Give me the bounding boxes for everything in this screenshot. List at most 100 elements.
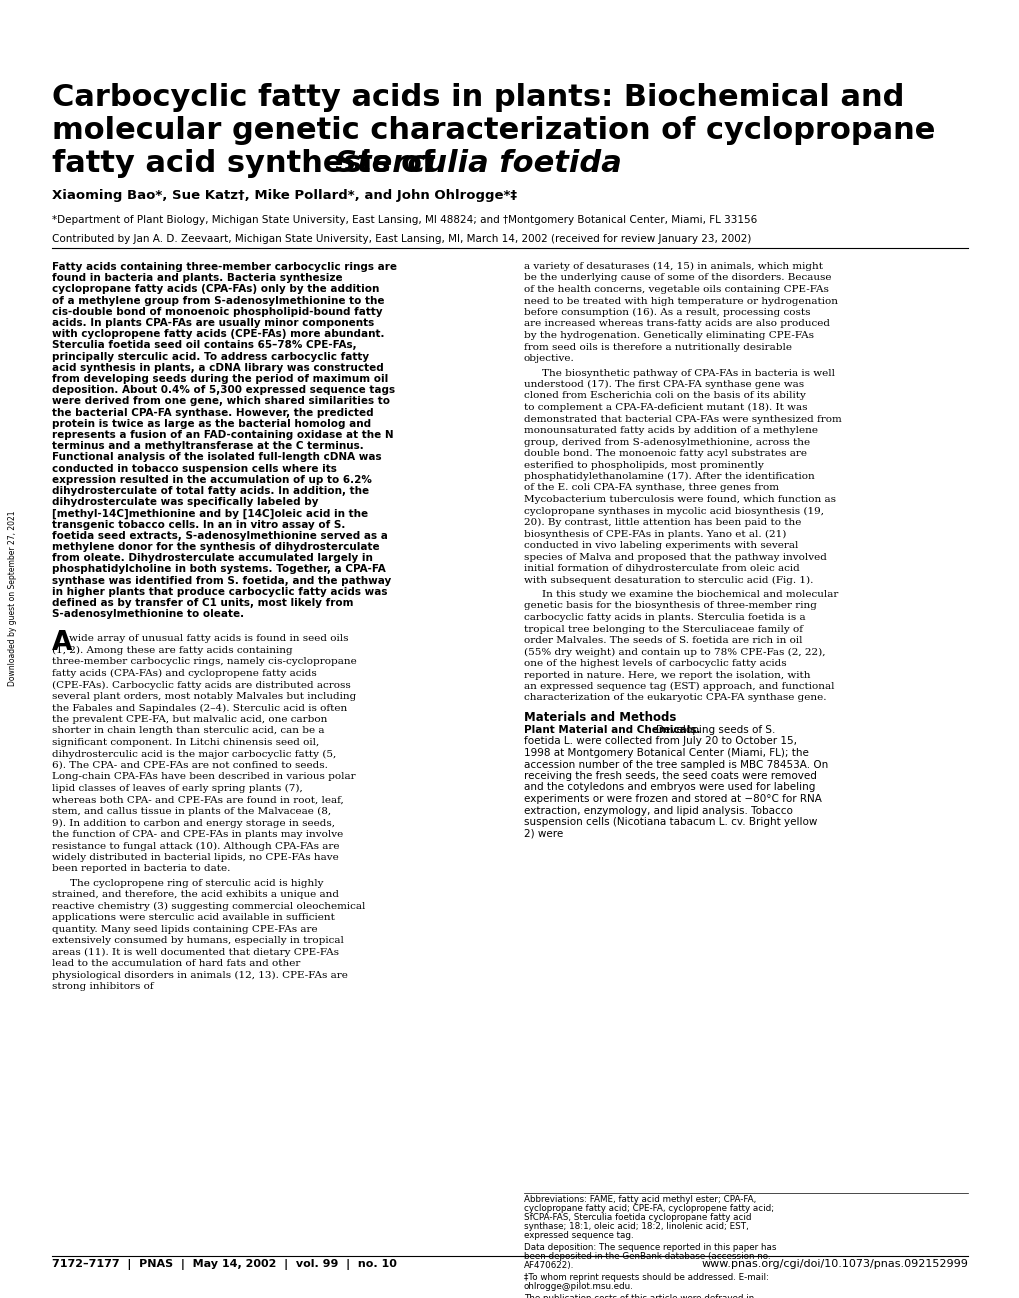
Text: cis-double bond of monoenoic phospholipid-bound fatty: cis-double bond of monoenoic phospholipi… [52,306,382,317]
Text: resistance to fungal attack (10). Although CPA-FAs are: resistance to fungal attack (10). Althou… [52,841,339,850]
Text: (CPE-FAs). Carbocyclic fatty acids are distributed across: (CPE-FAs). Carbocyclic fatty acids are d… [52,680,351,689]
Text: foetida L. were collected from July 20 to October 15,: foetida L. were collected from July 20 t… [524,736,796,746]
Text: Carbocyclic fatty acids in plants: Biochemical and: Carbocyclic fatty acids in plants: Bioch… [52,83,904,112]
Text: 20). By contrast, little attention has been paid to the: 20). By contrast, little attention has b… [524,518,801,527]
Text: Materials and Methods: Materials and Methods [524,711,676,724]
Text: terminus and a methyltransferase at the C terminus.: terminus and a methyltransferase at the … [52,441,364,452]
Text: 1998 at Montgomery Botanical Center (Miami, FL); the: 1998 at Montgomery Botanical Center (Mia… [524,748,808,758]
Text: 7172–7177  |  PNAS  |  May 14, 2002  |  vol. 99  |  no. 10: 7172–7177 | PNAS | May 14, 2002 | vol. 9… [52,1259,396,1269]
Text: whereas both CPA- and CPE-FAs are found in root, leaf,: whereas both CPA- and CPE-FAs are found … [52,796,343,805]
Text: ohlrogge@pilot.msu.edu.: ohlrogge@pilot.msu.edu. [524,1282,633,1292]
Text: Sterculia foetida: Sterculia foetida [335,149,622,178]
Text: The biosynthetic pathway of CPA-FAs in bacteria is well: The biosynthetic pathway of CPA-FAs in b… [541,369,835,378]
Text: Functional analysis of the isolated full-length cDNA was: Functional analysis of the isolated full… [52,453,381,462]
Text: double bond. The monoenoic fatty acyl substrates are: double bond. The monoenoic fatty acyl su… [524,449,806,458]
Text: strong inhibitors of: strong inhibitors of [52,983,154,992]
Text: quantity. Many seed lipids containing CPE-FAs are: quantity. Many seed lipids containing CP… [52,925,317,933]
Text: one of the highest levels of carbocyclic fatty acids: one of the highest levels of carbocyclic… [524,659,786,668]
Text: of a methylene group from S-adenosylmethionine to the: of a methylene group from S-adenosylmeth… [52,296,384,305]
Text: order Malvales. The seeds of S. foetida are rich in oil: order Malvales. The seeds of S. foetida … [524,636,802,645]
Text: with cyclopropene fatty acids (CPE-FAs) more abundant.: with cyclopropene fatty acids (CPE-FAs) … [52,330,384,339]
Text: 6). The CPA- and CPE-FAs are not confined to seeds.: 6). The CPA- and CPE-FAs are not confine… [52,761,327,770]
Text: reported in nature. Here, we report the isolation, with: reported in nature. Here, we report the … [524,671,810,679]
Text: several plant orders, most notably Malvales but including: several plant orders, most notably Malva… [52,692,356,701]
Text: from seed oils is therefore a nutritionally desirable: from seed oils is therefore a nutritiona… [524,343,791,352]
Text: found in bacteria and plants. Bacteria synthesize: found in bacteria and plants. Bacteria s… [52,273,342,283]
Text: transgenic tobacco cells. In an in vitro assay of S.: transgenic tobacco cells. In an in vitro… [52,519,345,530]
Text: extraction, enzymology, and lipid analysis. Tobacco: extraction, enzymology, and lipid analys… [524,806,792,815]
Text: tropical tree belonging to the Sterculiaceae family of: tropical tree belonging to the Sterculia… [524,624,802,633]
Text: group, derived from S-adenosylmethionine, across the: group, derived from S-adenosylmethionine… [524,437,809,447]
Text: species of Malva and proposed that the pathway involved: species of Malva and proposed that the p… [524,553,826,562]
Text: characterization of the eukaryotic CPA-FA synthase gene.: characterization of the eukaryotic CPA-F… [524,693,825,702]
Text: methylene donor for the synthesis of dihydrosterculate: methylene donor for the synthesis of dih… [52,543,379,552]
Text: the bacterial CPA-FA synthase. However, the predicted: the bacterial CPA-FA synthase. However, … [52,408,373,418]
Text: monounsaturated fatty acids by addition of a methylene: monounsaturated fatty acids by addition … [524,426,817,435]
Text: by the hydrogenation. Genetically eliminating CPE-FAs: by the hydrogenation. Genetically elimin… [524,331,813,340]
Text: with subsequent desaturation to sterculic acid (Fig. 1).: with subsequent desaturation to sterculi… [524,575,812,584]
Text: shorter in chain length than sterculic acid, can be a: shorter in chain length than sterculic a… [52,727,324,736]
Text: expressed sequence tag.: expressed sequence tag. [524,1231,633,1240]
Text: before consumption (16). As a result, processing costs: before consumption (16). As a result, pr… [524,308,810,317]
Text: ‡To whom reprint requests should be addressed. E-mail:: ‡To whom reprint requests should be addr… [524,1273,768,1282]
Text: Contributed by Jan A. D. Zeevaart, Michigan State University, East Lansing, MI, : Contributed by Jan A. D. Zeevaart, Michi… [52,234,751,244]
Text: the function of CPA- and CPE-FAs in plants may involve: the function of CPA- and CPE-FAs in plan… [52,829,343,839]
Text: experiments or were frozen and stored at −80°C for RNA: experiments or were frozen and stored at… [524,794,821,803]
Text: www.pnas.org/cgi/doi/10.1073/pnas.092152999: www.pnas.org/cgi/doi/10.1073/pnas.092152… [700,1259,967,1269]
Text: synthase was identified from S. foetida, and the pathway: synthase was identified from S. foetida,… [52,575,391,585]
Text: from developing seeds during the period of maximum oil: from developing seeds during the period … [52,374,388,384]
Text: 2) were: 2) were [524,828,562,839]
Text: physiological disorders in animals (12, 13). CPE-FAs are: physiological disorders in animals (12, … [52,971,347,980]
Text: extensively consumed by humans, especially in tropical: extensively consumed by humans, especial… [52,936,343,945]
Text: acid synthesis in plants, a cDNA library was constructed: acid synthesis in plants, a cDNA library… [52,363,383,373]
Text: from oleate. Dihydrosterculate accumulated largely in: from oleate. Dihydrosterculate accumulat… [52,553,373,563]
Text: reactive chemistry (3) suggesting commercial oleochemical: reactive chemistry (3) suggesting commer… [52,902,365,911]
Text: the Fabales and Sapindales (2–4). Sterculic acid is often: the Fabales and Sapindales (2–4). Stercu… [52,704,346,713]
Text: carbocyclic fatty acids in plants. Sterculia foetida is a: carbocyclic fatty acids in plants. Sterc… [524,613,805,622]
Text: understood (17). The first CPA-FA synthase gene was: understood (17). The first CPA-FA syntha… [524,380,803,389]
Text: defined as by transfer of C1 units, most likely from: defined as by transfer of C1 units, most… [52,598,354,607]
Text: strained, and therefore, the acid exhibits a unique and: strained, and therefore, the acid exhibi… [52,890,338,900]
Text: esterified to phospholipids, most prominently: esterified to phospholipids, most promin… [524,461,763,470]
Text: The publication costs of this article were defrayed in: The publication costs of this article we… [524,1294,753,1298]
Text: dihydrosterculic acid is the major carbocyclic fatty (5,: dihydrosterculic acid is the major carbo… [52,749,336,758]
Text: cyclopropane fatty acids (CPA-FAs) only by the addition: cyclopropane fatty acids (CPA-FAs) only … [52,284,379,295]
Text: 9). In addition to carbon and energy storage in seeds,: 9). In addition to carbon and energy sto… [52,819,334,828]
Text: wide array of unusual fatty acids is found in seed oils: wide array of unusual fatty acids is fou… [69,635,348,644]
Text: Downloaded by guest on September 27, 2021: Downloaded by guest on September 27, 202… [8,510,17,685]
Text: Mycobacterium tuberculosis were found, which function as: Mycobacterium tuberculosis were found, w… [524,495,836,504]
Text: the prevalent CPE-FA, but malvalic acid, one carbon: the prevalent CPE-FA, but malvalic acid,… [52,715,327,724]
Text: dihydrosterculate was specifically labeled by: dihydrosterculate was specifically label… [52,497,318,508]
Text: need to be treated with high temperature or hydrogenation: need to be treated with high temperature… [524,296,838,305]
Text: fatty acids (CPA-FAs) and cyclopropene fatty acids: fatty acids (CPA-FAs) and cyclopropene f… [52,668,317,678]
Text: biosynthesis of CPE-FAs in plants. Yano et al. (21): biosynthesis of CPE-FAs in plants. Yano … [524,530,786,539]
Text: Fatty acids containing three-member carbocyclic rings are: Fatty acids containing three-member carb… [52,262,396,273]
Text: an expressed sequence tag (EST) approach, and functional: an expressed sequence tag (EST) approach… [524,681,834,691]
Text: stem, and callus tissue in plants of the Malvaceae (8,: stem, and callus tissue in plants of the… [52,807,331,816]
Text: lead to the accumulation of hard fats and other: lead to the accumulation of hard fats an… [52,959,300,968]
Text: Long-chain CPA-FAs have been described in various polar: Long-chain CPA-FAs have been described i… [52,772,356,781]
Text: demonstrated that bacterial CPA-FAs were synthesized from: demonstrated that bacterial CPA-FAs were… [524,414,841,423]
Text: phosphatidylcholine in both systems. Together, a CPA-FA: phosphatidylcholine in both systems. Tog… [52,565,385,575]
Text: cloned from Escherichia coli on the basis of its ability: cloned from Escherichia coli on the basi… [524,392,805,401]
Text: cyclopropane fatty acid; CPE-FA, cyclopropene fatty acid;: cyclopropane fatty acid; CPE-FA, cyclopr… [524,1205,773,1214]
Text: been deposited in the GenBank database (accession no.: been deposited in the GenBank database (… [524,1253,770,1260]
Text: protein is twice as large as the bacterial homolog and: protein is twice as large as the bacteri… [52,419,371,428]
Text: been reported in bacteria to date.: been reported in bacteria to date. [52,864,230,874]
Text: cyclopropane synthases in mycolic acid biosynthesis (19,: cyclopropane synthases in mycolic acid b… [524,506,823,515]
Text: Xiaoming Bao*, Sue Katz†, Mike Pollard*, and John Ohlrogge*‡: Xiaoming Bao*, Sue Katz†, Mike Pollard*,… [52,190,517,202]
Text: initial formation of dihydrosterculate from oleic acid: initial formation of dihydrosterculate f… [524,565,799,572]
Text: represents a fusion of an FAD-containing oxidase at the N: represents a fusion of an FAD-containing… [52,430,393,440]
Text: be the underlying cause of some of the disorders. Because: be the underlying cause of some of the d… [524,274,830,283]
Text: phosphatidylethanolamine (17). After the identification: phosphatidylethanolamine (17). After the… [524,472,814,482]
Text: receiving the fresh seeds, the seed coats were removed: receiving the fresh seeds, the seed coat… [524,771,816,781]
Text: principally sterculic acid. To address carbocyclic fatty: principally sterculic acid. To address c… [52,352,369,362]
Text: of the health concerns, vegetable oils containing CPE-FAs: of the health concerns, vegetable oils c… [524,286,828,295]
Text: dihydrosterculate of total fatty acids. In addition, the: dihydrosterculate of total fatty acids. … [52,485,369,496]
Text: fatty acid synthesis of: fatty acid synthesis of [52,149,445,178]
Text: lipid classes of leaves of early spring plants (7),: lipid classes of leaves of early spring … [52,784,303,793]
Text: [methyl-14C]methionine and by [14C]oleic acid in the: [methyl-14C]methionine and by [14C]oleic… [52,509,368,519]
Text: accession number of the tree sampled is MBC 78453A. On: accession number of the tree sampled is … [524,759,827,770]
Text: to complement a CPA-FA-deficient mutant (18). It was: to complement a CPA-FA-deficient mutant … [524,402,807,413]
Text: molecular genetic characterization of cyclopropane: molecular genetic characterization of cy… [52,116,934,145]
